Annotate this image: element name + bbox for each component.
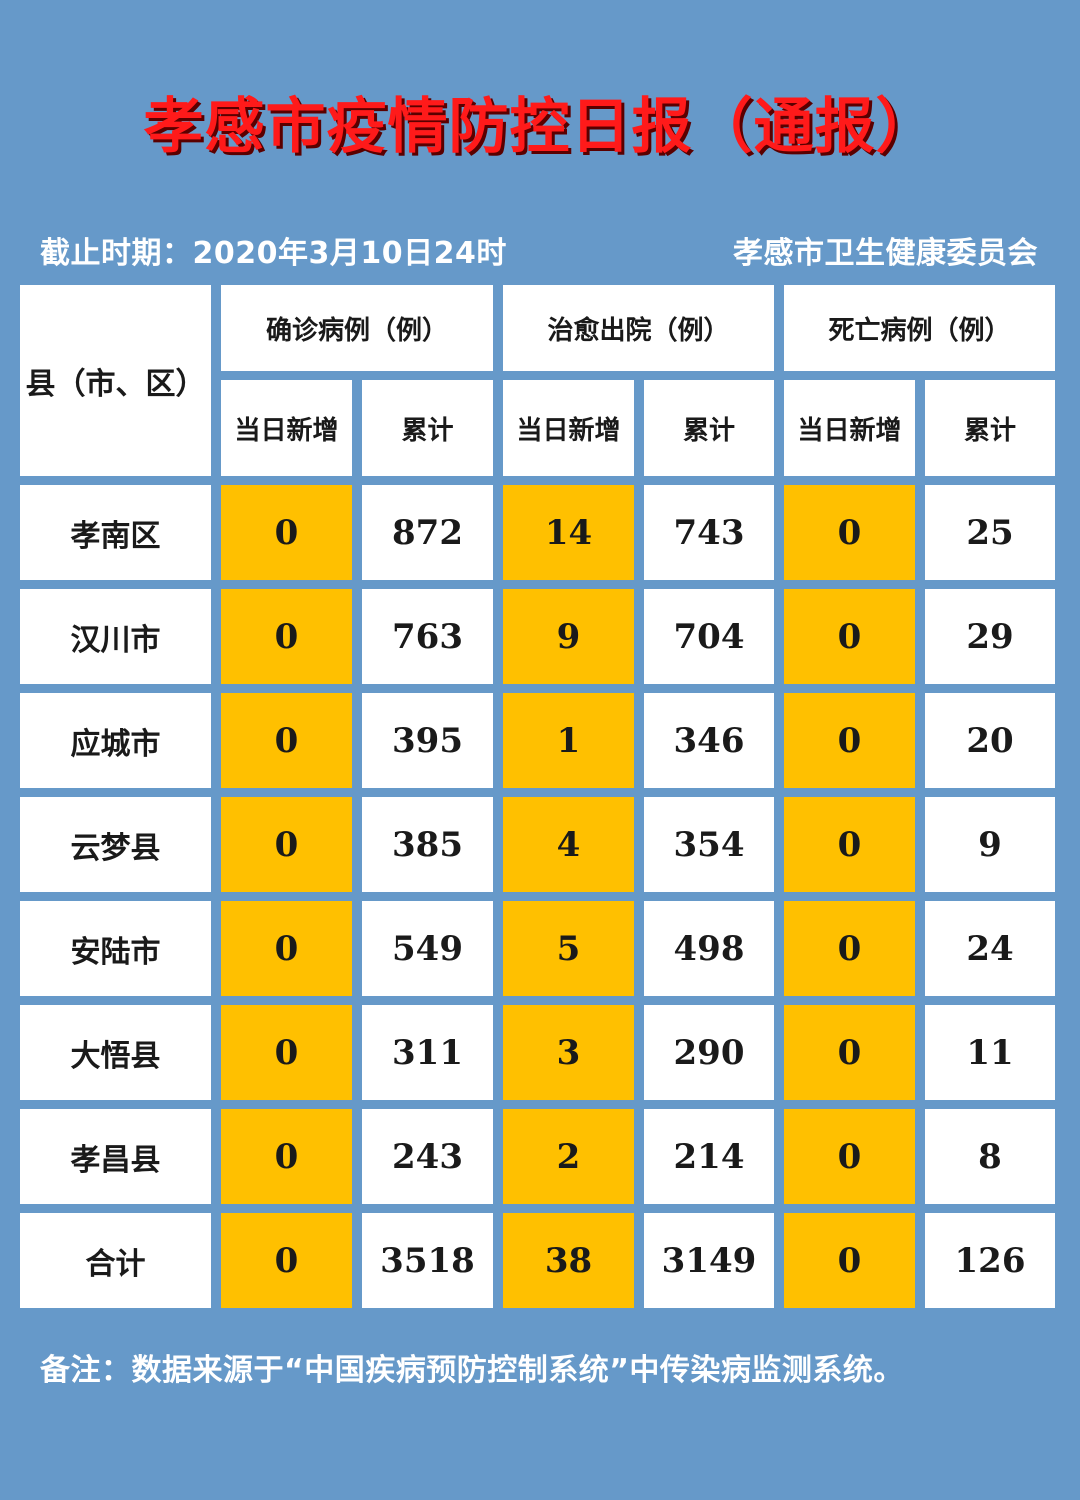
cell-confirmed-total: 311 — [362, 1005, 493, 1100]
cell-confirmed-new: 0 — [221, 1109, 352, 1204]
cell-deaths-total: 29 — [925, 589, 1055, 684]
publisher: 孝感市卫生健康委员会 — [733, 236, 1038, 271]
cell-recovered-new: 9 — [503, 589, 634, 684]
cell-recovered-new: 14 — [503, 485, 634, 580]
sub-header-deaths-new: 当日新增 — [784, 380, 915, 476]
sub-header-recovered-total: 累计 — [644, 380, 774, 476]
cell-deaths-new: 0 — [784, 693, 915, 788]
cell-confirmed-total: 243 — [362, 1109, 493, 1204]
cell-deaths-new: 0 — [784, 797, 915, 892]
cell-recovered-total: 214 — [644, 1109, 774, 1204]
stats-grid: 县（市、区） 确诊病例（例） 治愈出院（例） 死亡病例（例） 当日新增 累计 当… — [20, 285, 1061, 1310]
cell-recovered-new: 5 — [503, 901, 634, 996]
cell-deaths-total: 24 — [925, 901, 1055, 996]
cell-recovered-total: 704 — [644, 589, 774, 684]
cell-deaths-total: 126 — [925, 1213, 1055, 1308]
cell-confirmed-total: 395 — [362, 693, 493, 788]
cell-recovered-new: 1 — [503, 693, 634, 788]
cell-recovered-total: 354 — [644, 797, 774, 892]
confirmed-header: 确诊病例（例） — [221, 285, 493, 371]
cell-deaths-total: 9 — [925, 797, 1055, 892]
cell-recovered-total: 290 — [644, 1005, 774, 1100]
cell-deaths-new: 0 — [784, 1213, 915, 1308]
sub-header-confirmed-total: 累计 — [362, 380, 493, 476]
cell-recovered-new: 38 — [503, 1213, 634, 1308]
cell-deaths-total: 20 — [925, 693, 1055, 788]
row-name: 汉川市 — [20, 589, 211, 684]
row-name: 合计 — [20, 1213, 211, 1308]
cell-confirmed-new: 0 — [221, 1213, 352, 1308]
cell-recovered-total: 743 — [644, 485, 774, 580]
cell-recovered-total: 3149 — [644, 1213, 774, 1308]
cell-confirmed-new: 0 — [221, 797, 352, 892]
row-name: 安陆市 — [20, 901, 211, 996]
cell-confirmed-new: 0 — [221, 901, 352, 996]
cell-deaths-total: 8 — [925, 1109, 1055, 1204]
cell-confirmed-total: 763 — [362, 589, 493, 684]
page-title: 孝感市疫情防控日报（通报） — [143, 92, 937, 162]
sub-header-confirmed-new: 当日新增 — [221, 380, 352, 476]
cell-deaths-new: 0 — [784, 485, 915, 580]
cell-confirmed-total: 872 — [362, 485, 493, 580]
cell-confirmed-total: 549 — [362, 901, 493, 996]
cell-recovered-new: 2 — [503, 1109, 634, 1204]
cell-deaths-total: 25 — [925, 485, 1055, 580]
cell-confirmed-new: 0 — [221, 589, 352, 684]
cell-recovered-total: 346 — [644, 693, 774, 788]
county-header: 县（市、区） — [20, 285, 211, 476]
row-name: 大悟县 — [20, 1005, 211, 1100]
cell-confirmed-new: 0 — [221, 693, 352, 788]
sub-header-recovered-new: 当日新增 — [503, 380, 634, 476]
row-name: 云梦县 — [20, 797, 211, 892]
cell-recovered-total: 498 — [644, 901, 774, 996]
cell-confirmed-total: 385 — [362, 797, 493, 892]
stats-table: 县（市、区） 确诊病例（例） 治愈出院（例） 死亡病例（例） 当日新增 累计 当… — [20, 285, 1061, 1310]
row-name: 孝南区 — [20, 485, 211, 580]
cell-deaths-new: 0 — [784, 901, 915, 996]
cell-deaths-new: 0 — [784, 1005, 915, 1100]
cutoff-date: 截止时期：2020年3月10日24时 — [40, 236, 507, 271]
cell-confirmed-new: 0 — [221, 1005, 352, 1100]
cell-confirmed-new: 0 — [221, 485, 352, 580]
sub-header-deaths-total: 累计 — [925, 380, 1055, 476]
cell-deaths-new: 0 — [784, 1109, 915, 1204]
row-name: 应城市 — [20, 693, 211, 788]
cell-deaths-new: 0 — [784, 589, 915, 684]
cell-deaths-total: 11 — [925, 1005, 1055, 1100]
cell-confirmed-total: 3518 — [362, 1213, 493, 1308]
row-name: 孝昌县 — [20, 1109, 211, 1204]
cell-recovered-new: 3 — [503, 1005, 634, 1100]
recovered-header: 治愈出院（例） — [503, 285, 774, 371]
footnote: 备注：数据来源于“中国疾病预防控制系统”中传染病监测系统。 — [40, 1353, 904, 1388]
cell-recovered-new: 4 — [503, 797, 634, 892]
deaths-header: 死亡病例（例） — [784, 285, 1055, 371]
